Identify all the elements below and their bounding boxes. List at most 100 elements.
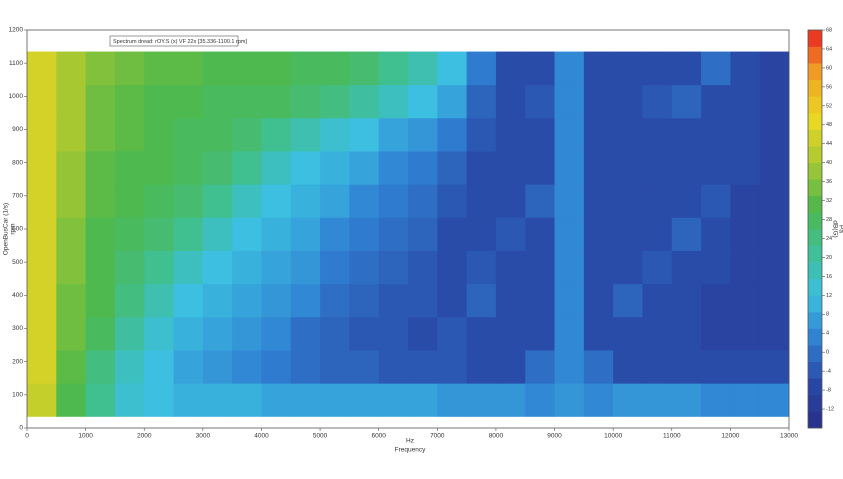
heatmap-cell xyxy=(408,383,438,417)
colorbar-step xyxy=(808,229,822,246)
heatmap-cell xyxy=(27,117,57,152)
heatmap-cell xyxy=(525,250,555,285)
heatmap-cell xyxy=(290,117,321,152)
heatmap-cell xyxy=(466,84,497,119)
colorbar-tick-label: 16 xyxy=(826,274,832,280)
heatmap-cell xyxy=(349,283,380,318)
heatmap-cell xyxy=(583,250,614,285)
colorbar-step xyxy=(808,129,822,147)
colorbar-tick-label: 12 xyxy=(826,293,832,299)
heatmap-cell xyxy=(671,51,702,86)
colorbar-step xyxy=(808,112,822,130)
heatmap-cell xyxy=(759,184,790,218)
x-tick-label: 6000 xyxy=(371,433,386,440)
heatmap-cell xyxy=(759,151,790,185)
heatmap-cell xyxy=(320,84,350,119)
heatmap-cell xyxy=(27,350,57,384)
heatmap-cell xyxy=(495,51,526,86)
y-tick-label: 0 xyxy=(19,425,23,432)
heatmap-cell xyxy=(290,84,321,119)
heatmap-cell xyxy=(495,217,526,251)
colorbar-step xyxy=(808,162,822,180)
heatmap-cell xyxy=(730,151,761,185)
heatmap-cell xyxy=(320,283,350,318)
y-axis-label: OpenBusCar (1/s) xyxy=(3,203,10,255)
heatmap-cell xyxy=(583,316,614,351)
heatmap-cell xyxy=(261,217,292,251)
heatmap-cell xyxy=(437,151,468,185)
heatmap-cell xyxy=(495,250,526,285)
heatmap-cell xyxy=(320,51,350,86)
heatmap-cell xyxy=(349,84,380,119)
heatmap-cell xyxy=(114,51,145,86)
heatmap-cell xyxy=(671,283,702,318)
heatmap-cell xyxy=(56,84,87,119)
y-tick-label: 1100 xyxy=(9,60,23,67)
heatmap-cell xyxy=(114,316,145,351)
y-tick-label: 800 xyxy=(12,159,23,166)
heatmap-cell xyxy=(320,151,350,185)
heatmap-cell xyxy=(56,383,87,417)
heatmap-cell xyxy=(613,51,643,86)
colorbar-step xyxy=(808,411,822,429)
heatmap-cell xyxy=(144,184,174,218)
heatmap-cell xyxy=(378,151,409,185)
heatmap-cell xyxy=(642,51,673,86)
heatmap-cell xyxy=(495,117,526,152)
heatmap-cell xyxy=(671,217,702,251)
heatmap-cell xyxy=(290,151,321,185)
heatmap-cell xyxy=(642,383,673,417)
heatmap-cell xyxy=(232,184,262,218)
heatmap-cell xyxy=(349,184,380,218)
heatmap-cell xyxy=(144,217,174,251)
heatmap-cell xyxy=(759,283,790,318)
heatmap-cell xyxy=(613,84,643,119)
heatmap-cell xyxy=(232,283,262,318)
heatmap-cell xyxy=(437,84,468,119)
heatmap-cell xyxy=(759,383,790,417)
heatmap-cell xyxy=(114,383,145,417)
heatmap-cell xyxy=(173,184,204,218)
heatmap-cell xyxy=(583,117,614,152)
heatmap-cell xyxy=(378,316,409,351)
heatmap-cell xyxy=(525,383,555,417)
x-tick-label: 13000 xyxy=(780,433,798,440)
heatmap-cell xyxy=(261,250,292,285)
heatmap-cell xyxy=(85,51,116,86)
heatmap-cell xyxy=(525,217,555,251)
heatmap-cell xyxy=(56,51,87,86)
colorbar-tick-label: 48 xyxy=(826,122,832,128)
heatmap-cell xyxy=(85,84,116,119)
heatmap-cell xyxy=(730,283,761,318)
heatmap-cell xyxy=(759,250,790,285)
heatmap-cell xyxy=(27,217,57,251)
x-axis-label: Hz xyxy=(406,438,414,445)
heatmap-cell xyxy=(290,316,321,351)
heatmap-cell xyxy=(437,383,468,417)
heatmap-cell xyxy=(642,117,673,152)
heatmap-cell xyxy=(378,117,409,152)
colorbar-tick-label: 24 xyxy=(826,236,832,242)
x-tick-label: 5000 xyxy=(313,433,328,440)
heatmap-cell xyxy=(144,283,174,318)
heatmap-cell xyxy=(378,51,409,86)
heatmap-cell xyxy=(290,350,321,384)
heatmap-cell xyxy=(85,151,116,185)
heatmap-cell xyxy=(642,184,673,218)
heatmap-cell xyxy=(378,283,409,318)
colorbar-tick-label: -8 xyxy=(826,388,831,394)
heatmap-cell xyxy=(554,383,585,417)
heatmap-cell xyxy=(114,184,145,218)
heatmap-cell xyxy=(701,117,731,152)
heatmap-cell xyxy=(173,51,204,86)
y-tick-label: 100 xyxy=(12,392,23,399)
colorbar-step xyxy=(808,378,822,396)
heatmap-cell xyxy=(671,117,702,152)
heatmap-cell xyxy=(85,383,116,417)
heatmap-cell xyxy=(85,250,116,285)
heatmap-cell xyxy=(144,117,174,152)
heatmap-cell xyxy=(408,51,438,86)
y-tick-label: 400 xyxy=(12,292,23,299)
heatmap-cell xyxy=(466,217,497,251)
